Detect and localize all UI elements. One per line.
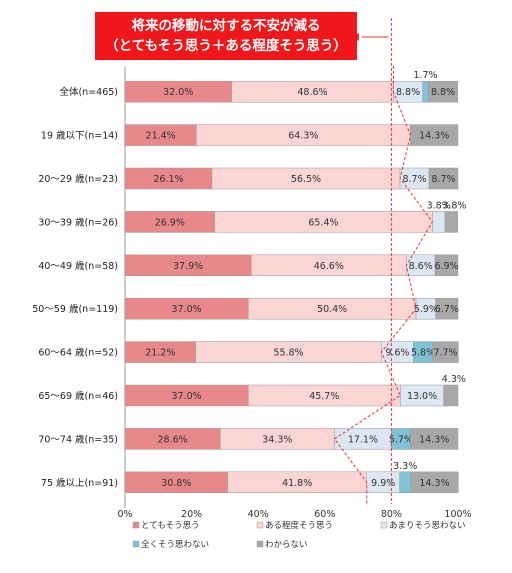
data-label: 26.1%: [153, 174, 183, 185]
data-label: 5.8%: [411, 348, 435, 359]
category-label: 40～49 歳(n=58): [38, 260, 118, 272]
callout-line-1: 将来の移動に対する不安が減る: [131, 18, 321, 34]
data-label: 55.8%: [273, 348, 303, 359]
data-label: 5.7%: [389, 434, 413, 445]
category-label: 50～59 歳(n=119): [32, 303, 118, 315]
legend-label: 全くそう思わない: [141, 539, 209, 550]
data-label: 7.7%: [433, 348, 457, 359]
data-label: 8.6%: [409, 261, 433, 272]
callout-line-2: （とてもそう思う＋ある程度そう思う）: [105, 38, 347, 54]
x-tick-label: 100%: [444, 509, 471, 520]
bar-segment: [422, 80, 429, 103]
data-label: 14.3%: [419, 478, 449, 489]
data-label: 21.2%: [145, 348, 175, 359]
category-label: 全体(n=465): [59, 86, 118, 98]
data-label: 14.3%: [419, 434, 449, 445]
data-label: 28.6%: [158, 434, 188, 445]
data-label: 26.9%: [155, 217, 185, 228]
legend-label: わからない: [265, 540, 308, 550]
data-label: 56.5%: [291, 174, 321, 185]
data-label: 50.4%: [317, 304, 347, 315]
bar-segment: [435, 297, 459, 320]
data-label: 8.7%: [402, 174, 426, 185]
category-label: 75 歳以上(n=91): [41, 477, 118, 489]
data-label: 32.0%: [163, 87, 193, 98]
data-label: 64.3%: [288, 131, 318, 142]
category-label: 65～69 歳(n=46): [38, 390, 118, 402]
data-label: 37.0%: [172, 304, 202, 315]
x-tick-label: 60%: [314, 509, 335, 520]
data-label: 13.0%: [407, 391, 437, 402]
data-label: 41.8%: [282, 478, 312, 489]
data-label: 37.9%: [173, 261, 203, 272]
legend-label: とてもそう思う: [141, 521, 200, 531]
data-label: 4.3%: [442, 374, 466, 385]
bar-segment: [428, 167, 459, 190]
data-label: 17.1%: [348, 434, 378, 445]
bar-segment: [432, 211, 446, 233]
category-label: 30～39 歳(n=26): [38, 216, 118, 228]
data-label: 21.4%: [146, 131, 176, 142]
x-tick-label: 40%: [248, 509, 269, 520]
data-label: 14.3%: [419, 131, 449, 142]
data-label: 34.3%: [262, 434, 292, 445]
data-label: 8.7%: [431, 174, 455, 185]
x-tick-label: 0%: [117, 509, 132, 520]
bar-segment: [432, 341, 459, 363]
legend-label: あまりそう思わない: [389, 521, 466, 531]
bar-segment: [428, 80, 458, 103]
data-label: 3.8%: [442, 200, 466, 211]
cumulative-connector-line: [333, 66, 434, 504]
data-label: 9.6%: [385, 348, 409, 359]
data-label: 3.3%: [393, 461, 417, 472]
data-label: 9.9%: [371, 478, 395, 489]
callout-box: 将来の移動に対する不安が減る （とてもそう思う＋ある程度そう思う）: [95, 12, 357, 60]
category-label: 60～64 歳(n=52): [38, 347, 118, 359]
data-label: 5.9%: [414, 304, 438, 315]
data-label: 46.6%: [314, 261, 344, 272]
data-label: 45.7%: [309, 391, 339, 402]
category-label: 19 歳以下(n=14): [41, 130, 118, 142]
bar-segment: [410, 471, 459, 494]
data-label: 6.7%: [435, 304, 459, 315]
legend-swatch: [380, 521, 388, 529]
data-label: 8.8%: [431, 87, 455, 98]
category-label: 70～74 歳(n=35): [38, 433, 118, 445]
data-label: 6.9%: [434, 261, 458, 272]
legend-swatch: [132, 521, 140, 529]
bar-segment: [443, 384, 459, 407]
data-label: 37.0%: [172, 391, 202, 402]
bar-segment: [434, 254, 459, 277]
bar-segment: [444, 211, 458, 233]
x-tick-label: 20%: [181, 509, 202, 520]
data-label: 1.7%: [413, 70, 437, 81]
data-label: 30.8%: [161, 478, 191, 489]
bar-segment: [410, 428, 459, 450]
data-label: 48.6%: [297, 87, 327, 98]
legend-swatch: [256, 521, 264, 529]
data-label: 3.8%: [427, 200, 451, 211]
legend-swatch: [256, 540, 264, 548]
category-label: 20～29 歳(n=23): [38, 173, 118, 185]
bar-segment: [399, 471, 411, 494]
x-tick-label: 80%: [381, 509, 402, 520]
legend-label: ある程度そう思う: [265, 520, 333, 531]
data-label: 8.8%: [396, 87, 420, 98]
legend-swatch: [132, 540, 140, 548]
data-label: 65.4%: [308, 217, 338, 228]
